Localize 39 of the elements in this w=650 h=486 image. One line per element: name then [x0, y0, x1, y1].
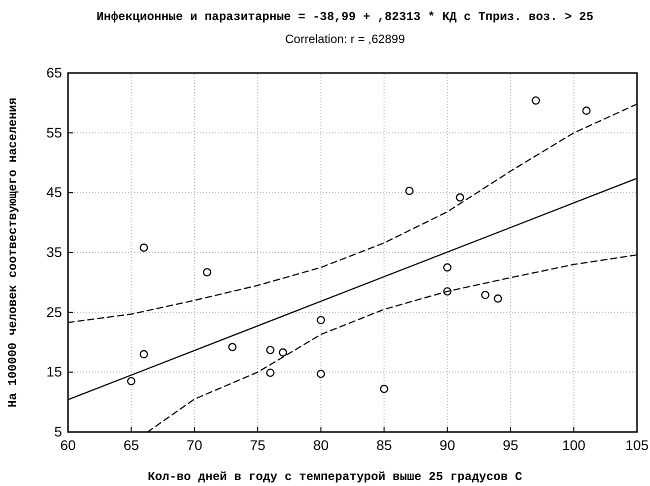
point [266, 346, 274, 354]
point [228, 342, 237, 352]
x-tick-label: 60 [60, 436, 76, 453]
x-tick-label: 85 [376, 436, 392, 453]
point [278, 348, 288, 357]
point [405, 186, 414, 196]
point [266, 368, 274, 377]
point [532, 96, 540, 105]
x-tick-label: 75 [250, 436, 266, 453]
point [140, 244, 148, 252]
point [494, 294, 502, 303]
y-axis-title: На 100000 человек соотвествующего населения [6, 98, 20, 408]
y-tick-label: 55 [46, 124, 62, 140]
y-tick-label: 15 [46, 364, 62, 380]
point [481, 290, 490, 300]
x-tick-label: 90 [440, 436, 456, 453]
point [443, 263, 452, 272]
point [127, 376, 136, 386]
x-tick-label: 65 [123, 436, 140, 453]
x-tick-label: 95 [502, 436, 519, 453]
point [202, 268, 212, 276]
x-tick-label: 70 [186, 436, 202, 453]
chart-title: Инфекционные и паразитарные = -38,99 + ,82313 * КД с Тприз. воз. > 25 [96, 10, 594, 24]
x-tick-label: 80 [313, 436, 329, 453]
y-tick-label: 65 [46, 64, 62, 80]
point [582, 106, 591, 115]
y-tick-label: 45 [46, 184, 62, 200]
x-tick-label: 100 [562, 436, 586, 453]
point [456, 193, 464, 202]
point [316, 316, 326, 324]
chart-subtitle: Correlation: r = ,62899 [285, 32, 406, 46]
y-tick-label: 5 [54, 423, 62, 440]
point [380, 384, 388, 394]
y-tick-label: 25 [46, 304, 62, 320]
y-tick-label: 35 [46, 244, 62, 260]
x-axis-title: Кол-во дней в году с температурой выше 25 градусов С [148, 470, 522, 484]
point [140, 350, 148, 358]
point [316, 370, 326, 378]
x-tick-label: 105 [625, 436, 649, 453]
